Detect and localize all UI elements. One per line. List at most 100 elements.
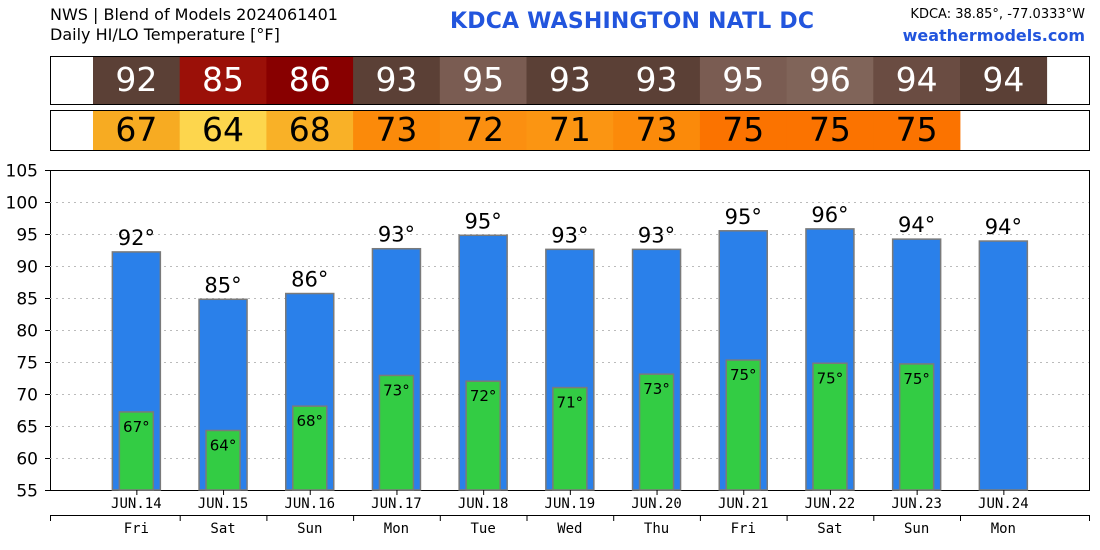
- high-strip-cell: [526, 57, 614, 104]
- x-date-label: JUN.22: [805, 496, 856, 512]
- low-strip-cell: [613, 111, 701, 150]
- high-strip-value: 96: [809, 60, 851, 99]
- low-strip-value: 72: [462, 110, 504, 149]
- low-strip-cell: [93, 111, 181, 150]
- low-data-label: 72°: [470, 387, 497, 405]
- x-weekday-label: Sun: [297, 521, 322, 537]
- high-data-label: 93°: [551, 223, 588, 247]
- x-date-label: JUN.15: [198, 496, 249, 512]
- high-strip-cell: [353, 57, 441, 104]
- low-strip-cell: [266, 111, 354, 150]
- high-strip-cell: [960, 57, 1048, 104]
- low-strip-value: 75: [722, 110, 764, 149]
- x-weekday-label: Tue: [471, 521, 496, 537]
- low-strip-value: 75: [809, 110, 851, 149]
- low-strip-cell: [526, 111, 614, 150]
- low-strip-value: 75: [896, 110, 938, 149]
- low-bar: [725, 359, 761, 491]
- high-strip-value: 93: [636, 60, 678, 99]
- y-tick-label: 80: [16, 322, 38, 342]
- high-strip-value: 95: [462, 60, 504, 99]
- high-data-label: 95°: [465, 209, 502, 233]
- high-strip-cell: [873, 57, 961, 104]
- x-weekday-label: Thu: [644, 521, 669, 537]
- low-strip-cell: [179, 111, 267, 150]
- high-strip-cell: [266, 57, 354, 104]
- low-bar: [465, 380, 501, 491]
- high-data-label: 94°: [898, 213, 935, 237]
- header-site-link[interactable]: weathermodels.com: [902, 26, 1085, 45]
- header-variable-line: Daily HI/LO Temperature [°F]: [50, 25, 280, 44]
- low-bar: [292, 405, 328, 491]
- low-strip-value: 71: [549, 110, 591, 149]
- y-tick-label: 100: [6, 194, 38, 214]
- high-data-label: 94°: [985, 215, 1022, 239]
- low-strip-value: 64: [202, 110, 244, 149]
- high-strip-cell: [699, 57, 787, 104]
- x-weekday-label: Mon: [991, 521, 1016, 537]
- high-strip-cell: [439, 57, 527, 104]
- y-tick-label: 65: [16, 418, 38, 438]
- low-data-label: 73°: [383, 381, 410, 399]
- low-strip-cell: [786, 111, 874, 150]
- high-data-label: 95°: [725, 205, 762, 229]
- x-date-label: JUN.23: [891, 496, 942, 512]
- y-tick-label: 90: [16, 258, 38, 278]
- low-strip-value: 68: [289, 110, 331, 149]
- header-model-line: NWS | Blend of Models 2024061401: [50, 5, 338, 24]
- x-weekday-label: Fri: [124, 521, 149, 537]
- low-strip-cell: [439, 111, 527, 150]
- x-date-label: JUN.14: [111, 496, 162, 512]
- high-strip-value: 93: [549, 60, 591, 99]
- low-strip-value: 67: [115, 110, 157, 149]
- low-data-label: 71°: [557, 394, 584, 412]
- high-strip-value: 95: [722, 60, 764, 99]
- high-data-label: 92°: [118, 226, 155, 250]
- x-weekday-label: Fri: [731, 521, 756, 537]
- x-date-label: JUN.16: [284, 496, 335, 512]
- high-strip-value: 86: [289, 60, 331, 99]
- y-tick-label: 95: [16, 226, 38, 246]
- low-data-label: 67°: [123, 418, 150, 436]
- low-data-label: 75°: [817, 369, 844, 387]
- x-weekday-label: Wed: [557, 521, 582, 537]
- x-weekday-label: Sat: [210, 521, 235, 537]
- low-bar: [898, 363, 935, 491]
- low-bar: [638, 373, 675, 491]
- high-strip-cell: [179, 57, 267, 104]
- high-data-label: 96°: [811, 203, 848, 227]
- low-bar: [205, 429, 241, 491]
- high-data-label: 85°: [204, 273, 241, 297]
- high-strip-value: 94: [896, 60, 938, 99]
- x-date-label: JUN.17: [371, 496, 422, 512]
- high-data-label: 93°: [378, 223, 415, 247]
- high-data-label: 86°: [291, 268, 328, 292]
- high-strip-value: 85: [202, 60, 244, 99]
- x-weekday-label: Mon: [384, 521, 409, 537]
- high-strip-cell: [786, 57, 874, 104]
- low-strip-cell: [873, 111, 961, 150]
- low-data-label: 75°: [730, 366, 757, 384]
- high-strip-cell: [93, 57, 181, 104]
- x-weekday-label: Sat: [817, 521, 842, 537]
- y-tick-label: 55: [16, 482, 38, 502]
- low-bar: [378, 374, 415, 491]
- x-weekday-label: Sun: [904, 521, 929, 537]
- low-data-label: 75°: [903, 370, 930, 388]
- header-coordinates: KDCA: 38.85°, -77.0333°W: [910, 7, 1085, 22]
- low-data-label: 68°: [296, 412, 323, 430]
- low-strip-cell: [699, 111, 787, 150]
- y-tick-label: 70: [16, 386, 38, 406]
- low-data-label: 64°: [210, 436, 237, 454]
- low-strip-value: 73: [636, 110, 678, 149]
- high-strip-cell: [613, 57, 701, 104]
- y-tick-label: 75: [16, 354, 38, 374]
- x-date-label: JUN.19: [545, 496, 596, 512]
- y-tick-label: 105: [6, 162, 38, 182]
- low-strip-value: 73: [375, 110, 417, 149]
- high-strip-value: 94: [982, 60, 1024, 99]
- header-station-title: KDCA WASHINGTON NATL DC: [450, 9, 815, 34]
- low-data-label: 73°: [643, 380, 670, 398]
- x-date-label: JUN.18: [458, 496, 509, 512]
